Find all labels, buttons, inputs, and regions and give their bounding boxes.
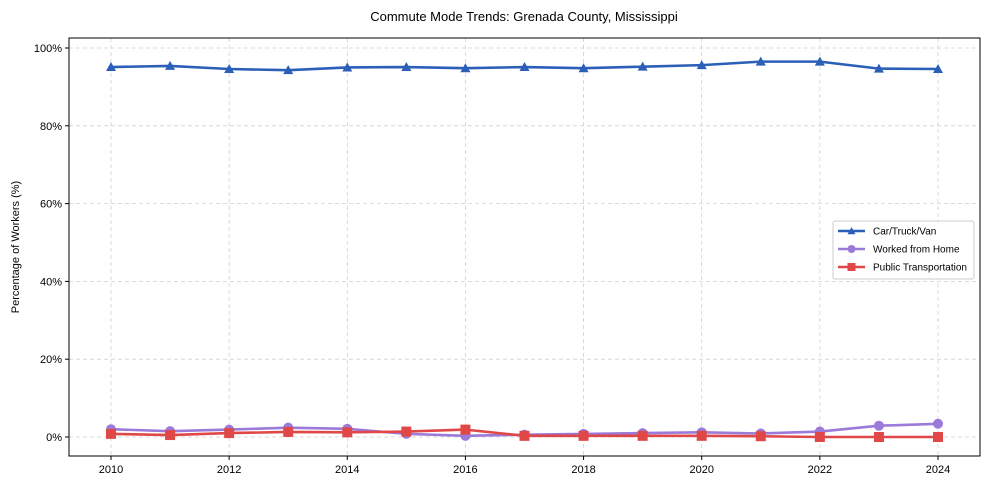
square-marker	[637, 430, 648, 441]
triangle-marker	[283, 65, 294, 75]
triangle-marker	[696, 60, 707, 70]
y-tick-label: 40%	[40, 276, 62, 288]
legend-label: Public Transportation	[873, 263, 967, 274]
square-marker	[696, 430, 707, 441]
triangle-marker	[637, 61, 648, 71]
triangle-marker	[224, 64, 235, 74]
series-public-transportation	[106, 424, 943, 442]
series-layer	[106, 56, 943, 442]
y-tick-label: 60%	[40, 199, 62, 211]
legend-label: Worked from Home	[873, 245, 960, 256]
square-marker	[342, 427, 353, 438]
series-car-truck-van	[106, 56, 943, 75]
square-marker	[401, 426, 412, 437]
triangle-marker	[814, 56, 825, 66]
x-axis: 2010 2012 2014 2016 2018 2020 2022 2024	[99, 456, 950, 476]
x-tick-label: 2016	[453, 464, 477, 476]
square-marker	[578, 430, 589, 441]
square-marker	[814, 432, 825, 442]
square-marker	[460, 424, 471, 435]
chart-title: Commute Mode Trends: Grenada County, Mis…	[370, 9, 678, 24]
y-tick-label: 100%	[34, 43, 62, 55]
legend-item: Worked from Home	[838, 245, 960, 256]
square-marker	[755, 431, 766, 442]
x-tick-label: 2018	[571, 464, 595, 476]
triangle-marker	[847, 227, 856, 235]
x-tick-label: 2012	[217, 464, 241, 476]
square-marker	[933, 432, 943, 442]
x-tick-label: 2022	[808, 464, 832, 476]
legend-item: Public Transportation	[838, 263, 967, 274]
square-marker	[847, 263, 856, 271]
triangle-marker	[873, 63, 884, 73]
triangle-marker	[933, 64, 943, 74]
legend-label: Car/Truck/Van	[873, 227, 936, 238]
triangle-marker	[519, 62, 530, 72]
square-marker	[283, 426, 294, 437]
triangle-marker	[401, 62, 412, 72]
circle-marker	[847, 245, 856, 253]
y-tick-label: 80%	[40, 121, 62, 133]
x-tick-label: 2020	[689, 464, 713, 476]
square-marker	[519, 430, 530, 441]
triangle-marker	[578, 63, 589, 73]
y-axis: 0% 20% 40% 60% 80% 100%	[34, 43, 69, 444]
y-tick-label: 0%	[46, 432, 62, 444]
square-marker	[165, 430, 176, 441]
square-marker	[224, 428, 235, 439]
triangle-marker	[755, 56, 766, 66]
triangle-marker	[165, 60, 176, 70]
square-marker	[106, 428, 116, 439]
circle-marker	[873, 420, 884, 431]
legend-item: Car/Truck/Van	[838, 227, 936, 238]
triangle-marker	[342, 62, 353, 72]
x-tick-label: 2010	[99, 464, 123, 476]
x-tick-label: 2014	[335, 464, 359, 476]
square-marker	[873, 432, 884, 442]
axes-frame	[68, 37, 981, 457]
triangle-marker	[460, 63, 471, 73]
triangle-marker	[106, 62, 116, 72]
legend-box	[832, 220, 975, 280]
x-tick-label: 2024	[926, 464, 950, 476]
circle-marker	[933, 418, 943, 429]
y-tick-label: 20%	[40, 354, 62, 366]
legend: Car/Truck/Van Worked from Home Public Tran…	[832, 220, 975, 280]
y-axis-label: Percentage of Workers (%)	[10, 181, 22, 313]
